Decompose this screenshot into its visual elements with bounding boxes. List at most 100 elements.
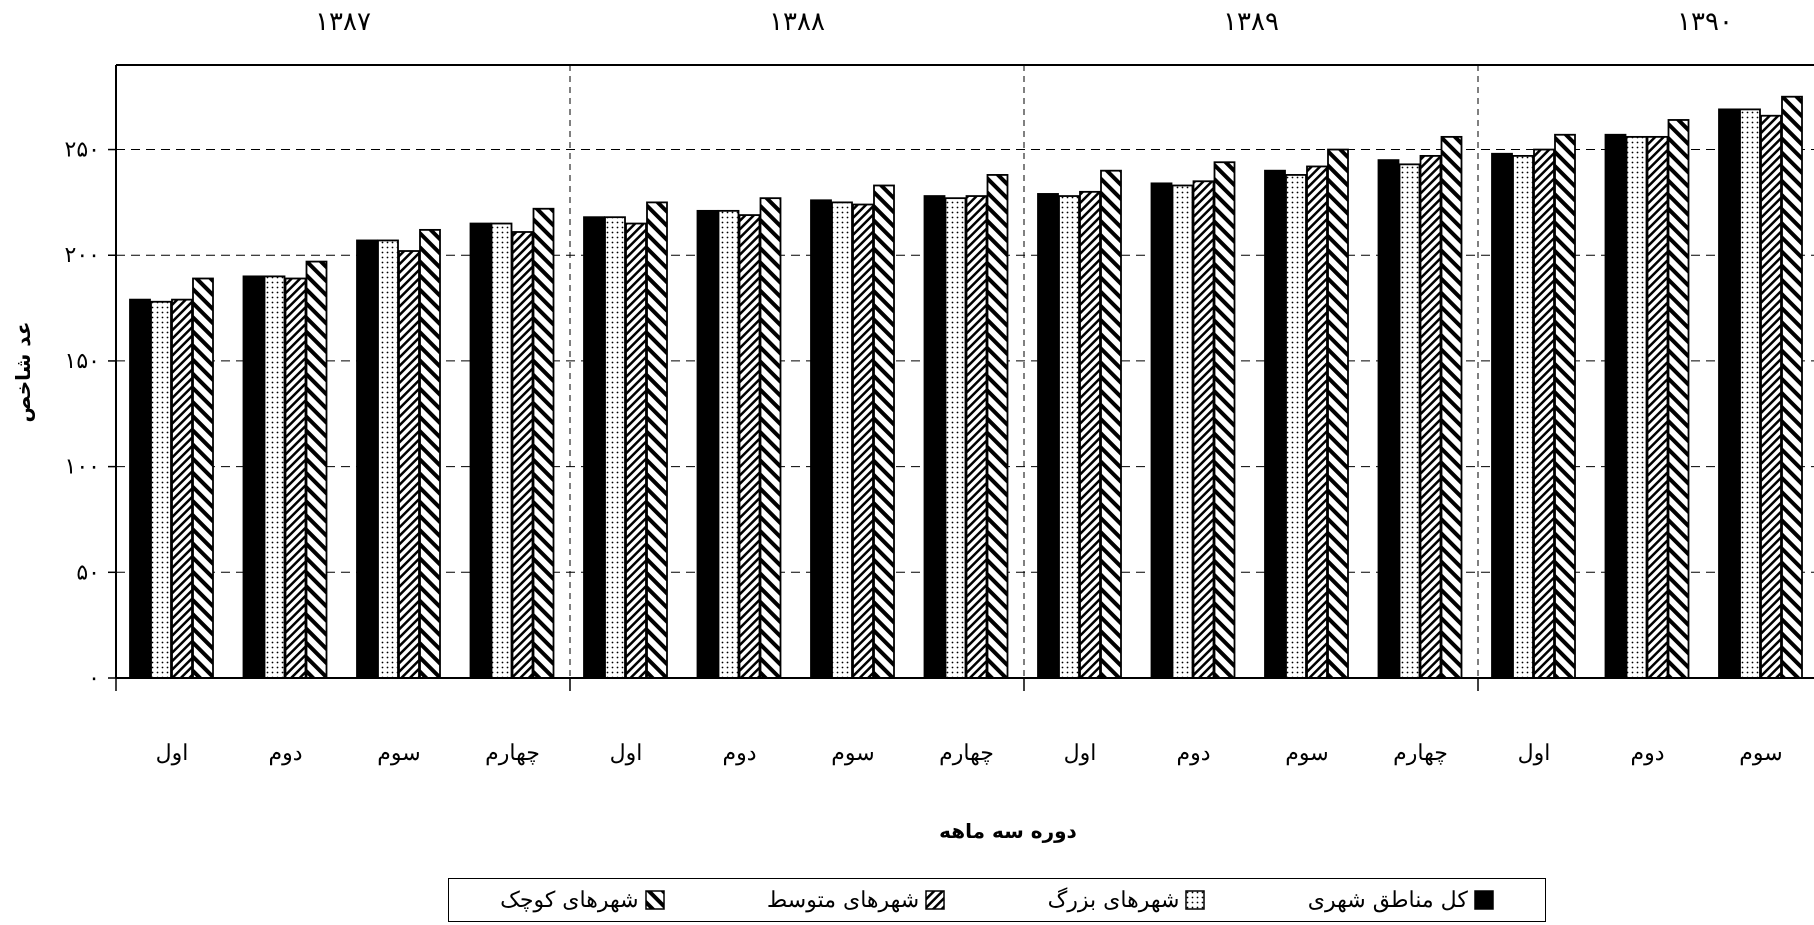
bar [1306,165,1328,679]
bar [1398,163,1421,679]
legend-swatch-dots [1185,890,1206,910]
bar [305,260,328,679]
legend-label: شهرهای کوچک [500,887,639,913]
bar [469,222,492,679]
category-label: دوم [268,741,302,766]
bar [1604,133,1627,679]
bar [738,214,761,679]
legend-item: شهرهای بزرگ [1048,888,1206,913]
bar [717,209,740,679]
bar [490,222,513,679]
year-label: ۱۳۹۰ [1677,7,1733,37]
category-label: دوم [722,741,756,766]
bar [1327,148,1349,679]
bar [150,300,172,679]
bar [511,231,534,679]
year-label: ۱۳۸۹ [1223,7,1279,37]
bar [625,222,647,679]
bar [1533,148,1555,679]
bar [192,277,214,679]
bar [831,201,853,679]
category-label: سوم [831,741,874,766]
bar [1171,184,1194,679]
bar [1100,169,1122,679]
bar [583,216,605,679]
y-tick-label: ۰ [88,666,100,691]
y-tick-label: ۲۵۰ [65,138,100,163]
bar [1377,159,1400,679]
legend-swatch-hatch-bold [644,890,665,910]
bar [1667,119,1690,679]
bar [1718,108,1740,679]
bar [356,239,378,679]
bar [377,239,399,679]
bar [1037,193,1059,679]
bar [604,216,626,679]
bar [1554,133,1576,679]
bar [1419,154,1442,679]
year-label: ۱۳۸۷ [315,7,371,37]
category-label: سوم [377,741,420,766]
bar [1739,108,1761,679]
bar [965,195,988,679]
legend-swatch-solid [1474,890,1494,910]
bar [1625,135,1648,679]
bar [129,298,151,679]
y-tick-label: ۲۰۰ [65,243,100,268]
bar [1440,135,1463,679]
category-label: اول [610,741,643,766]
bar [1646,135,1669,679]
bar [646,201,668,679]
bar [284,277,307,679]
category-label: سوم [1739,741,1782,766]
bar [759,197,782,679]
bar [1079,190,1101,679]
legend-label: شهرهای متوسط [766,887,920,913]
bar [1192,180,1215,679]
bar [1213,161,1236,679]
category-label: چهارم [1393,741,1448,766]
legend-swatch-hatch-light [925,890,945,910]
category-label: چهارم [939,741,994,766]
bar [1491,152,1513,679]
legend-label: کل مناطق شهری [1307,887,1468,913]
category-label: سوم [1285,741,1328,766]
category-label: دوم [1176,741,1210,766]
y-tick-label: ۱۵۰ [65,349,100,374]
x-axis-title: دوره سه ماهه [939,819,1077,843]
category-label: چهارم [485,741,540,766]
bar [696,209,719,679]
bar [398,250,420,679]
bar [873,184,895,679]
bar [1760,114,1782,679]
category-label: اول [1064,741,1097,766]
bar [986,174,1009,679]
year-label: ۱۳۸۸ [769,7,825,37]
y-tick-label: ۱۰۰ [65,455,100,480]
bar [171,298,193,679]
category-label: اول [1518,741,1551,766]
bar [852,203,874,679]
category-label: دوم [1630,741,1664,766]
bar [419,228,441,679]
bar [263,275,286,679]
bar [1512,154,1534,679]
bar [532,207,555,679]
legend-item: شهرهای متوسط [767,888,945,913]
bar [944,197,967,679]
bar [242,275,265,679]
legend: کل مناطق شهری شهرهای بزرگ شهرهای متوسط ش… [448,878,1546,922]
category-label: اول [156,741,189,766]
legend-item: شهرهای کوچک [500,887,665,913]
bar [1781,95,1803,679]
bar [923,195,946,679]
bar [1264,169,1286,679]
y-axis-title: عد شاخص [11,321,35,422]
legend-label: شهرهای بزرگ [1047,887,1180,913]
legend-item: کل مناطق شهری [1308,888,1494,913]
y-tick-label: ۵۰ [76,560,100,585]
bar [1150,182,1173,679]
bar [810,199,832,679]
bar [1058,195,1080,679]
